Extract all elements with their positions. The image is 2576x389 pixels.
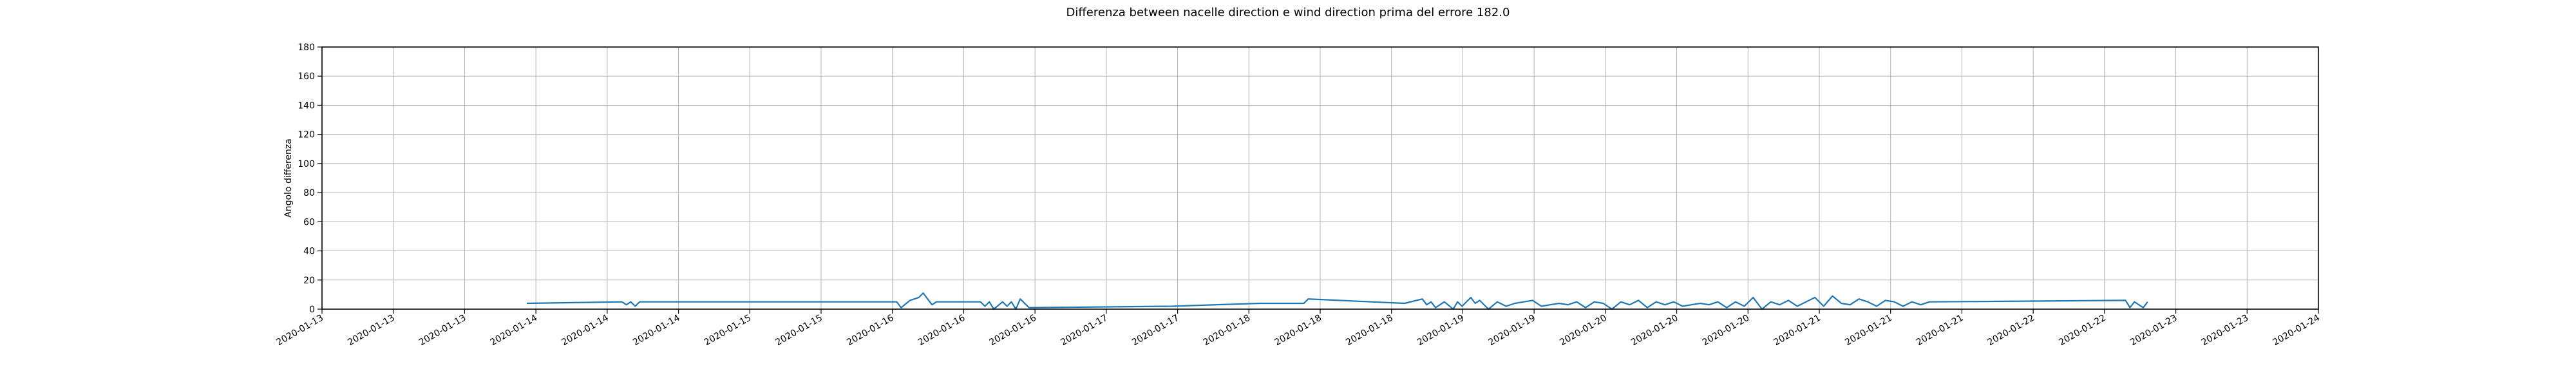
y-tick-label: 180 bbox=[298, 43, 315, 53]
y-tick-label: 60 bbox=[303, 217, 315, 227]
y-axis-label: Angolo differenza bbox=[283, 138, 294, 218]
x-tick-label: 2020-01-19 bbox=[1487, 313, 1537, 348]
y-tick-label: 20 bbox=[303, 276, 315, 286]
x-tick-label: 2020-01-22 bbox=[2057, 313, 2107, 348]
y-axis-ticks: 0 20 40 60 80 100 120 140 160 180 bbox=[298, 43, 322, 315]
x-tick-label: 2020-01-16 bbox=[988, 313, 1039, 348]
x-tick-label: 2020-01-17 bbox=[1059, 313, 1109, 348]
x-tick-label: 2020-01-14 bbox=[631, 313, 682, 348]
x-tick-label: 2020-01-24 bbox=[2271, 313, 2322, 348]
x-tick-label: 2020-01-14 bbox=[489, 313, 540, 348]
chart-title: Differenza between nacelle direction e w… bbox=[1066, 6, 1510, 19]
y-tick-label: 100 bbox=[298, 159, 315, 169]
y-tick-label: 80 bbox=[303, 188, 315, 198]
x-tick-label: 2020-01-15 bbox=[703, 313, 753, 348]
x-tick-label: 2020-01-20 bbox=[1629, 313, 1680, 348]
x-tick-label: 2020-01-18 bbox=[1202, 313, 1252, 348]
x-tick-label: 2020-01-19 bbox=[1416, 313, 1466, 348]
y-tick-label: 0 bbox=[309, 305, 315, 315]
series-layer bbox=[526, 292, 2148, 310]
x-tick-label: 2020-01-13 bbox=[417, 313, 468, 348]
x-tick-label: 2020-01-18 bbox=[1344, 313, 1394, 348]
x-tick-label: 2020-01-18 bbox=[1273, 313, 1323, 348]
x-tick-label: 2020-01-21 bbox=[1772, 313, 1823, 348]
x-tick-label: 2020-01-23 bbox=[2200, 313, 2250, 348]
x-tick-label: 2020-01-21 bbox=[1843, 313, 1893, 348]
x-tick-label: 2020-01-15 bbox=[774, 313, 824, 348]
x-tick-label: 2020-01-20 bbox=[1558, 313, 1608, 348]
x-tick-label: 2020-01-17 bbox=[1130, 313, 1180, 348]
x-tick-label: 2020-01-16 bbox=[916, 313, 967, 348]
x-tick-label: 2020-01-13 bbox=[346, 313, 396, 348]
y-tick-label: 140 bbox=[298, 100, 315, 111]
x-tick-label: 2020-01-21 bbox=[1915, 313, 1965, 348]
y-tick-label: 40 bbox=[303, 247, 315, 257]
x-tick-label: 2020-01-23 bbox=[2128, 313, 2179, 348]
grid-lines bbox=[321, 46, 2319, 310]
x-tick-label: 2020-01-13 bbox=[275, 313, 325, 348]
x-tick-label: 2020-01-16 bbox=[845, 313, 896, 348]
series-line-0 bbox=[526, 292, 2148, 310]
x-tick-label: 2020-01-20 bbox=[1701, 313, 1751, 348]
x-tick-label: 2020-01-22 bbox=[1986, 313, 2036, 348]
y-tick-label: 120 bbox=[298, 130, 315, 140]
y-tick-label: 160 bbox=[298, 71, 315, 82]
x-axis-ticks: 2020-01-13 2020-01-13 2020-01-13 2020-01-14… bbox=[275, 309, 2322, 348]
x-tick-label: 2020-01-14 bbox=[560, 313, 611, 348]
